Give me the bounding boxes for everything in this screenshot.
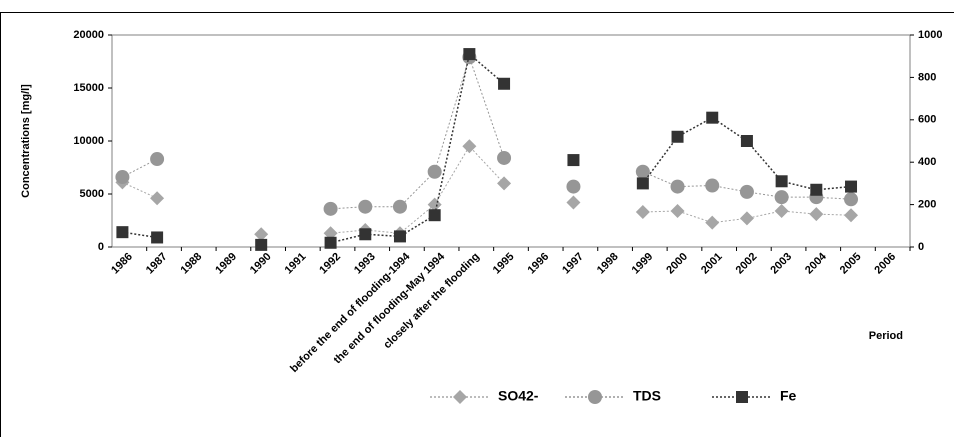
data-point bbox=[809, 207, 824, 222]
x-tick-label: 1996 bbox=[525, 251, 551, 277]
x-tick-label: 1998 bbox=[595, 251, 621, 277]
legend-marker bbox=[736, 391, 748, 403]
y2-tick-label: 200 bbox=[918, 199, 936, 211]
x-tick-label: 1991 bbox=[283, 251, 309, 277]
x-tick-label: 1995 bbox=[491, 251, 517, 277]
data-point bbox=[845, 180, 858, 193]
data-point bbox=[392, 199, 407, 214]
data-point bbox=[740, 135, 753, 147]
y2-tick-label: 800 bbox=[918, 71, 936, 83]
data-point bbox=[498, 77, 511, 90]
x-tick-label: 1993 bbox=[352, 251, 378, 277]
x-tick-label: 2004 bbox=[803, 250, 829, 276]
data-point bbox=[844, 192, 859, 207]
x-tick-label: 1987 bbox=[144, 251, 170, 277]
legend-label: TDS bbox=[633, 388, 661, 404]
data-point bbox=[150, 152, 165, 167]
data-point bbox=[705, 215, 720, 230]
x-tick-label: 1988 bbox=[179, 251, 205, 277]
data-point bbox=[115, 170, 130, 185]
data-point bbox=[671, 130, 684, 143]
y-tick-label: 0 bbox=[98, 241, 104, 253]
data-point bbox=[323, 201, 338, 216]
data-point bbox=[635, 164, 650, 179]
x-tick-label: 2000 bbox=[664, 251, 690, 277]
data-point bbox=[635, 205, 650, 220]
data-point bbox=[670, 203, 685, 218]
x-tick-label: 2005 bbox=[838, 251, 864, 277]
data-point bbox=[844, 208, 859, 223]
data-point bbox=[359, 228, 372, 241]
series-line bbox=[122, 52, 852, 244]
data-point bbox=[566, 179, 581, 194]
x-tick-label: 2001 bbox=[699, 251, 725, 277]
data-point bbox=[150, 191, 165, 206]
data-point bbox=[497, 176, 512, 191]
series-line bbox=[122, 55, 852, 210]
data-point bbox=[566, 195, 581, 210]
x-tick-label: 1997 bbox=[560, 251, 586, 277]
legend-label: SO42- bbox=[498, 388, 539, 404]
x-tick-label: 1992 bbox=[317, 251, 343, 277]
data-point bbox=[774, 203, 789, 218]
x-tick-label: 2003 bbox=[768, 251, 794, 277]
legend-marker bbox=[453, 390, 467, 404]
data-point bbox=[254, 227, 269, 242]
y-tick-label: 15000 bbox=[73, 82, 104, 94]
x-tick-label: 1989 bbox=[213, 251, 239, 277]
data-point bbox=[810, 183, 823, 196]
data-point bbox=[739, 211, 754, 226]
data-point bbox=[116, 226, 129, 239]
plot-area bbox=[111, 34, 911, 248]
data-point bbox=[323, 226, 338, 241]
data-point bbox=[567, 154, 580, 167]
data-point bbox=[497, 150, 512, 165]
y2-tick-label: 400 bbox=[918, 156, 936, 168]
data-point bbox=[151, 231, 164, 244]
y2-tick-label: 0 bbox=[918, 241, 924, 253]
data-point bbox=[636, 177, 649, 190]
data-point bbox=[358, 199, 373, 214]
data-point bbox=[670, 179, 685, 194]
chart-frame bbox=[0, 12, 954, 437]
data-point bbox=[324, 236, 337, 249]
x-tick-label: 2002 bbox=[734, 251, 760, 277]
data-point bbox=[705, 178, 720, 193]
legend-marker bbox=[588, 390, 602, 404]
data-point bbox=[463, 48, 476, 61]
data-point bbox=[428, 209, 441, 222]
y-axis-title: Concentrations [mg/l] bbox=[20, 84, 32, 198]
y-tick-label: 10000 bbox=[73, 135, 104, 147]
x-axis-title: Period bbox=[869, 330, 903, 342]
data-point bbox=[775, 175, 788, 188]
y-tick-label: 20000 bbox=[73, 29, 104, 41]
x-tick-label: 1990 bbox=[248, 251, 274, 277]
data-point bbox=[393, 230, 406, 243]
legend-label: Fe bbox=[780, 388, 797, 404]
x-tick-label: before the end of flooding-1994 bbox=[288, 250, 413, 375]
data-point bbox=[739, 184, 754, 199]
data-point bbox=[774, 190, 789, 205]
x-tick-label: 2006 bbox=[872, 251, 898, 277]
data-point bbox=[462, 139, 477, 154]
data-point bbox=[427, 164, 442, 179]
y2-tick-label: 1000 bbox=[918, 29, 942, 41]
y-tick-label: 5000 bbox=[80, 188, 104, 200]
x-tick-label: 1999 bbox=[630, 251, 656, 277]
x-tick-label: 1986 bbox=[109, 251, 135, 277]
y2-tick-label: 600 bbox=[918, 114, 936, 126]
data-point bbox=[255, 238, 268, 251]
data-point bbox=[706, 111, 719, 124]
